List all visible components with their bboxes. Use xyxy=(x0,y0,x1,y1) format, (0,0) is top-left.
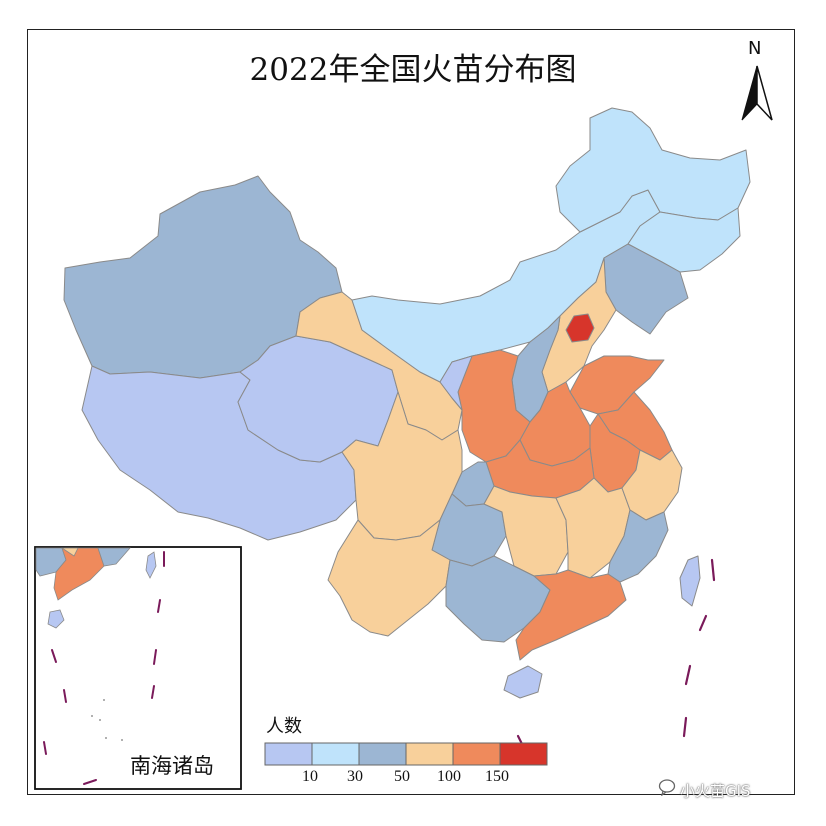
map-title: 2022年全国火苗分布图 xyxy=(249,52,577,88)
inset-label: 南海诸岛 xyxy=(130,754,214,778)
region-guangdong[interactable] xyxy=(515,569,627,661)
legend-bar xyxy=(264,742,548,766)
dash-line-segment xyxy=(698,614,708,632)
legend-tick-label: 150 xyxy=(485,768,509,785)
legend-title: 人数 xyxy=(266,716,302,737)
map-frame xyxy=(27,29,795,795)
legend-color-box xyxy=(405,742,454,766)
legend-color-box xyxy=(311,742,360,766)
inset-island-dot xyxy=(121,739,123,741)
inset-dash-segment xyxy=(83,779,97,785)
legend-color-box xyxy=(452,742,501,766)
chat-bubble-icon xyxy=(658,779,676,796)
inset-region-hainan xyxy=(47,609,65,629)
region-beijing[interactable] xyxy=(565,313,595,343)
inset-dash-segment xyxy=(151,685,155,699)
dash-line-segment xyxy=(710,558,716,582)
inset-dash-segment xyxy=(63,689,67,703)
inset-island-dot xyxy=(105,737,107,739)
legend-color-box xyxy=(358,742,407,766)
region-yunnan[interactable] xyxy=(327,519,451,637)
dash-line-segment xyxy=(682,716,688,738)
legend-color-box xyxy=(264,742,313,766)
inset-region-taiwan xyxy=(145,551,157,579)
legend-color-box xyxy=(499,742,548,766)
legend-tick-label: 50 xyxy=(394,768,410,785)
watermark: 小火苗GIS xyxy=(680,782,751,800)
legend-tick-label: 30 xyxy=(347,768,363,785)
region-taiwan[interactable] xyxy=(679,555,701,607)
inset-island-dot xyxy=(91,715,93,717)
north-arrow-icon xyxy=(741,65,773,121)
inset-dash-segment xyxy=(157,599,161,613)
inset-island-dot xyxy=(99,719,101,721)
inset-dash-segment xyxy=(51,649,57,663)
inset-dash-segment xyxy=(153,649,157,665)
inset-dash-segment xyxy=(43,741,47,755)
legend-tick-label: 100 xyxy=(437,768,461,785)
inset-region-hunan xyxy=(60,547,79,557)
legend-tick-label: 10 xyxy=(302,768,318,785)
inset-region-fujian xyxy=(97,547,131,567)
dash-line-segment xyxy=(684,664,692,686)
north-label: N xyxy=(748,38,762,59)
inset-island-dot xyxy=(103,699,105,701)
region-ningxia[interactable] xyxy=(439,355,473,411)
region-hainan[interactable] xyxy=(503,665,543,699)
